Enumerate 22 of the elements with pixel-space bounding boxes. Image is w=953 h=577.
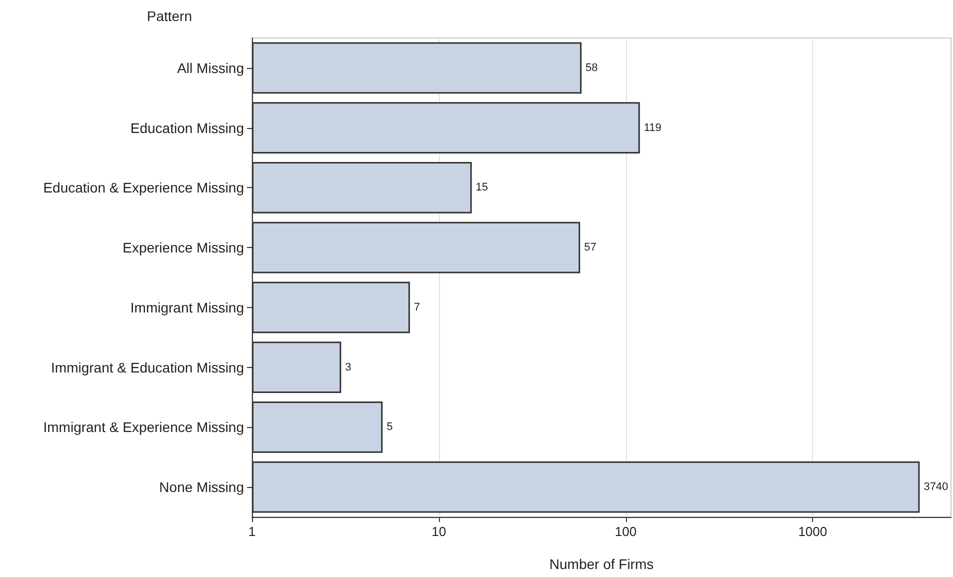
data-label: 3 — [345, 361, 352, 374]
y-tick-label: Education & Experience Missing — [43, 180, 244, 196]
y-tick-label: Immigrant & Experience Missing — [43, 419, 244, 436]
data-label: 119 — [644, 122, 662, 134]
x-tick-label: 1 — [248, 524, 256, 539]
data-label: 57 — [584, 242, 596, 254]
y-axis-title: Pattern — [146, 8, 192, 24]
data-label: 58 — [586, 62, 598, 74]
y-tick-label: Education Missing — [130, 120, 244, 136]
data-label: 5 — [386, 421, 393, 434]
y-tick-label: Immigrant & Education Missing — [51, 359, 244, 376]
data-label: 15 — [476, 182, 488, 194]
x-axis-title: Number of Firms — [549, 556, 654, 572]
x-tick-label: 100 — [614, 524, 637, 539]
y-tick-label: Experience Missing — [122, 240, 244, 256]
y-tick-label: None Missing — [159, 479, 244, 496]
data-label: 7 — [414, 301, 420, 314]
data-label: 3740 — [924, 481, 948, 494]
x-tick-label: 10 — [432, 524, 446, 539]
y-tick-label: Immigrant Missing — [130, 299, 244, 316]
y-tick-label: All Missing — [177, 60, 244, 76]
x-tick-label: 1000 — [798, 524, 828, 539]
